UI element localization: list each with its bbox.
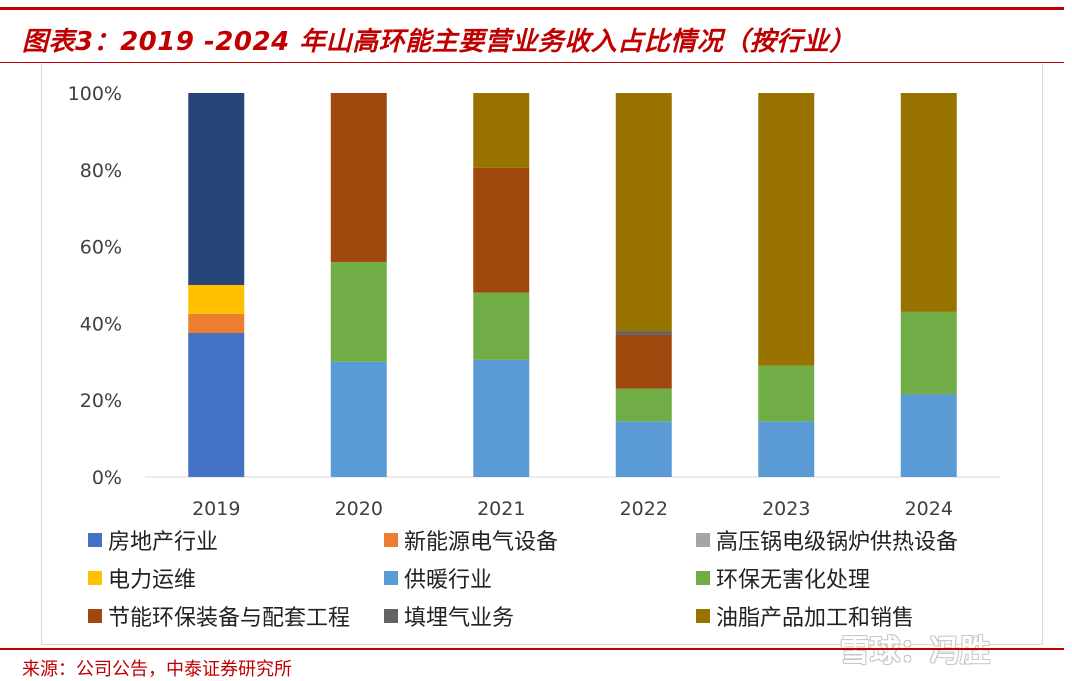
bar-segment <box>188 313 245 333</box>
legend-item: 环保无害化处理 <box>696 562 870 594</box>
legend-item: 房地产行业 <box>88 524 218 556</box>
legend-item: 油脂产品加工和销售 <box>696 600 914 632</box>
legend-label: 房地产行业 <box>108 530 219 555</box>
y-tick-label: 40% <box>80 313 122 335</box>
bar-segment <box>330 361 387 477</box>
watermark: 雪球：冯胜 <box>840 634 990 669</box>
legend-label: 高压锅电级锅炉供热设备 <box>716 530 959 555</box>
y-tick-label: 80% <box>80 160 122 182</box>
bar-segment <box>188 333 245 477</box>
bar-segment <box>188 285 245 314</box>
legend-swatch <box>88 609 102 623</box>
bar-segment <box>330 261 387 362</box>
y-tick-label: 20% <box>80 390 122 412</box>
bar-segment <box>615 93 672 332</box>
legend-item: 电力运维 <box>88 562 196 594</box>
top-rule <box>0 7 1064 10</box>
legend-swatch <box>88 571 102 585</box>
source-note: 来源：公司公告，中泰证券研究所 <box>22 659 292 680</box>
bar-segment <box>473 93 530 168</box>
x-tick-label: 2023 <box>762 498 810 520</box>
bar-segment <box>758 365 815 422</box>
x-tick-label: 2024 <box>905 498 953 520</box>
bar-segment <box>900 311 957 395</box>
bar-segment <box>188 93 245 285</box>
title-rule <box>0 62 1064 63</box>
bar-segment <box>473 167 530 293</box>
legend-label: 供暖行业 <box>404 568 493 593</box>
bar-segment <box>900 93 957 312</box>
chart-frame <box>41 64 1043 645</box>
bar-segment <box>758 421 815 477</box>
legend-label: 环保无害化处理 <box>716 568 871 593</box>
legend-swatch <box>696 533 710 547</box>
bar-segment <box>900 394 957 477</box>
bar-segment <box>330 93 387 262</box>
legend-item: 高压锅电级锅炉供热设备 <box>696 524 958 556</box>
legend-label: 油脂产品加工和销售 <box>716 606 915 631</box>
bar-segment <box>615 388 672 422</box>
bar-segment <box>473 359 530 477</box>
legend-swatch <box>88 533 102 547</box>
y-tick-label: 100% <box>68 83 122 105</box>
legend-item: 新能源电气设备 <box>384 524 558 556</box>
footer-rule <box>0 648 1064 650</box>
figure-title: 图表3：2019 -2024 年山高环能主要营业务收入占比情况（按行业） <box>22 27 856 57</box>
bar-segment <box>615 331 672 335</box>
legend-label: 节能环保装备与配套工程 <box>108 606 351 631</box>
legend-swatch <box>696 609 710 623</box>
legend-swatch <box>384 609 398 623</box>
bar-segment <box>615 334 672 389</box>
x-tick-label: 2022 <box>620 498 668 520</box>
bar-segment <box>758 93 815 366</box>
legend-item: 填埋气业务 <box>384 600 514 632</box>
x-tick-label: 2019 <box>192 498 240 520</box>
legend-label: 新能源电气设备 <box>404 530 559 555</box>
x-tick-label: 2021 <box>477 498 525 520</box>
bar-segment <box>473 292 530 360</box>
legend-label: 电力运维 <box>108 568 197 593</box>
legend-item: 节能环保装备与配套工程 <box>88 600 350 632</box>
legend-label: 填埋气业务 <box>404 606 515 631</box>
legend-swatch <box>384 571 398 585</box>
legend-swatch <box>384 533 398 547</box>
y-tick-label: 60% <box>80 237 122 259</box>
bar-segment <box>615 421 672 477</box>
chart-legend: 房地产行业 新能源电气设备 高压锅电级锅炉供热设备电力运维 供暖行业 环保无害化处理节能… <box>88 524 988 642</box>
legend-swatch <box>696 571 710 585</box>
legend-item: 供暖行业 <box>384 562 492 594</box>
x-tick-label: 2020 <box>335 498 383 520</box>
y-tick-label: 0% <box>92 467 122 489</box>
